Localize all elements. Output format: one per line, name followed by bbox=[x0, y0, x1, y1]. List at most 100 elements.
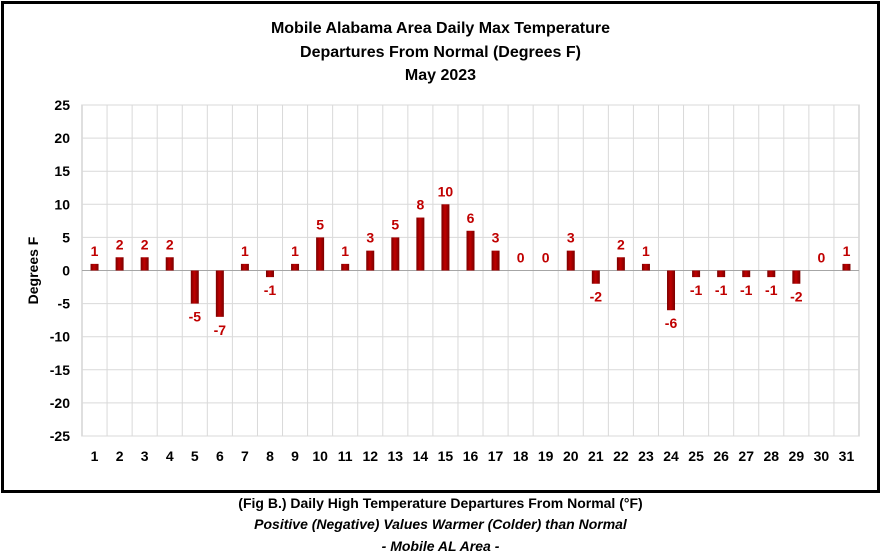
x-tick-label: 2 bbox=[116, 448, 124, 464]
bar bbox=[265, 270, 274, 278]
y-tick-label: 15 bbox=[54, 163, 70, 179]
bar bbox=[466, 230, 475, 271]
x-tick-label: 14 bbox=[413, 448, 429, 464]
x-tick-label: 25 bbox=[688, 448, 704, 464]
x-tick-label: 5 bbox=[191, 448, 199, 464]
bar bbox=[491, 250, 500, 271]
y-tick-label: 5 bbox=[62, 229, 70, 245]
data-label: 5 bbox=[316, 216, 324, 232]
data-label: 1 bbox=[642, 243, 650, 259]
x-tick-label: 13 bbox=[388, 448, 404, 464]
x-tick-label: 27 bbox=[738, 448, 754, 464]
bar bbox=[165, 257, 174, 271]
data-label: 0 bbox=[517, 250, 525, 266]
bar bbox=[190, 270, 199, 304]
x-tick-label: 3 bbox=[141, 448, 149, 464]
data-label: -1 bbox=[264, 282, 277, 298]
data-label: 6 bbox=[467, 210, 475, 226]
bar bbox=[441, 204, 450, 271]
x-tick-label: 20 bbox=[563, 448, 579, 464]
y-tick-label: 0 bbox=[62, 263, 70, 279]
x-tick-label: 16 bbox=[463, 448, 479, 464]
bar bbox=[566, 250, 575, 271]
bar bbox=[140, 257, 149, 271]
bar bbox=[591, 270, 600, 284]
data-label: -1 bbox=[715, 282, 728, 298]
x-tick-label: 21 bbox=[588, 448, 604, 464]
x-tick-label: 24 bbox=[663, 448, 679, 464]
x-tick-label: 22 bbox=[613, 448, 629, 464]
caption-line-3: - Mobile AL Area - bbox=[381, 538, 500, 554]
data-label: -1 bbox=[740, 282, 753, 298]
bar bbox=[90, 263, 99, 271]
data-label: 2 bbox=[617, 236, 625, 252]
bar bbox=[692, 270, 701, 278]
data-label: 10 bbox=[438, 183, 454, 199]
bar bbox=[717, 270, 726, 278]
data-label: -1 bbox=[765, 282, 778, 298]
bar bbox=[667, 270, 676, 311]
y-axis-label: Degrees F bbox=[25, 236, 41, 304]
data-label: -5 bbox=[189, 309, 202, 325]
bar bbox=[316, 237, 325, 271]
bar bbox=[341, 263, 350, 271]
bar bbox=[291, 263, 300, 271]
bar bbox=[792, 270, 801, 284]
data-label: 0 bbox=[818, 250, 826, 266]
x-tick-label: 1 bbox=[91, 448, 99, 464]
data-label: 1 bbox=[341, 243, 349, 259]
x-tick-label: 15 bbox=[438, 448, 454, 464]
bar bbox=[416, 217, 425, 271]
data-label: -1 bbox=[690, 282, 703, 298]
y-tick-label: -5 bbox=[58, 296, 71, 312]
y-tick-label: 20 bbox=[54, 130, 70, 146]
x-tick-label: 8 bbox=[266, 448, 274, 464]
bar bbox=[240, 263, 249, 271]
y-tick-label: -15 bbox=[50, 362, 70, 378]
bar bbox=[366, 250, 375, 271]
x-tick-label: 7 bbox=[241, 448, 249, 464]
chart-title-line-2: Departures From Normal (Degrees F) bbox=[300, 44, 581, 61]
bar bbox=[842, 263, 851, 271]
bar bbox=[641, 263, 650, 271]
chart-title-line-3: May 2023 bbox=[404, 67, 477, 84]
bar bbox=[215, 270, 224, 317]
data-label: 5 bbox=[391, 216, 399, 232]
data-label: 3 bbox=[366, 230, 374, 246]
data-label: -2 bbox=[590, 289, 603, 305]
x-tick-label: 30 bbox=[814, 448, 830, 464]
data-label: 1 bbox=[291, 243, 299, 259]
x-tick-label: 29 bbox=[789, 448, 805, 464]
chart-title-line-1: Mobile Alabama Area Daily Max Temperatur… bbox=[270, 20, 611, 37]
data-label: 2 bbox=[141, 236, 149, 252]
y-tick-label: -25 bbox=[50, 428, 70, 444]
data-label: 1 bbox=[91, 243, 99, 259]
x-tick-label: 31 bbox=[839, 448, 855, 464]
data-label: -6 bbox=[665, 315, 678, 331]
x-tick-label: 28 bbox=[763, 448, 779, 464]
x-tick-label: 26 bbox=[713, 448, 729, 464]
y-tick-label: -10 bbox=[50, 329, 70, 345]
bar bbox=[391, 237, 400, 271]
data-label: 3 bbox=[492, 230, 500, 246]
y-tick-label: 25 bbox=[54, 97, 70, 113]
y-tick-label: 10 bbox=[54, 196, 70, 212]
x-tick-label: 19 bbox=[538, 448, 554, 464]
data-label: 1 bbox=[241, 243, 249, 259]
data-label: -7 bbox=[214, 322, 227, 338]
data-label: 2 bbox=[116, 236, 124, 252]
x-tick-label: 10 bbox=[312, 448, 328, 464]
x-tick-label: 12 bbox=[362, 448, 378, 464]
data-label: 8 bbox=[416, 197, 424, 213]
data-label: 2 bbox=[166, 236, 174, 252]
x-tick-label: 9 bbox=[291, 448, 299, 464]
x-tick-label: 4 bbox=[166, 448, 174, 464]
x-tick-label: 23 bbox=[638, 448, 654, 464]
bar bbox=[742, 270, 751, 278]
x-tick-label: 18 bbox=[513, 448, 529, 464]
data-label: 1 bbox=[843, 243, 851, 259]
bar bbox=[115, 257, 124, 271]
bar bbox=[616, 257, 625, 271]
bar bbox=[767, 270, 776, 278]
data-label: 0 bbox=[542, 250, 550, 266]
